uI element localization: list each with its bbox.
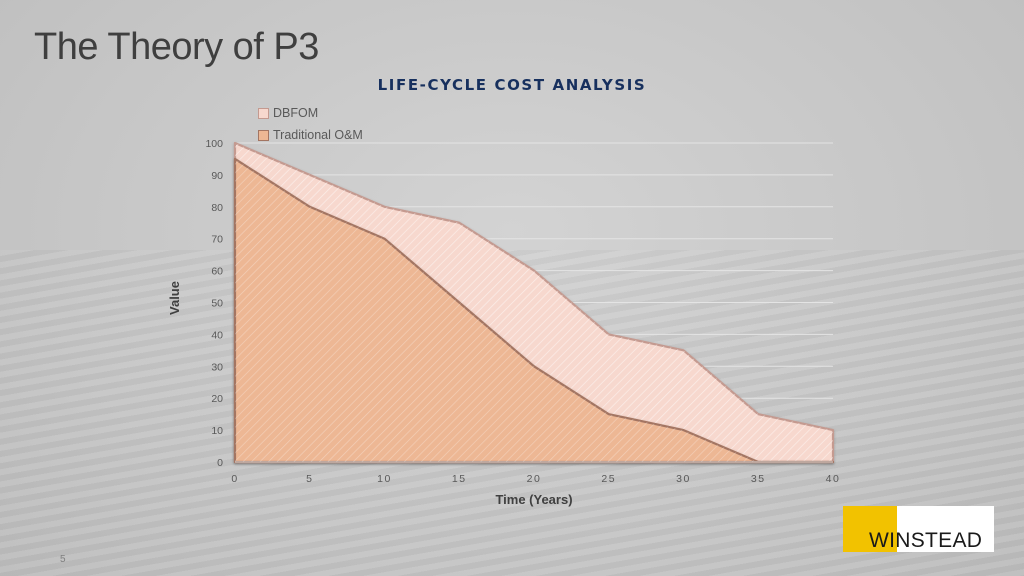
area-traditional-hatch (235, 158, 833, 462)
legend-label-dbfom: DBFOM (273, 106, 319, 120)
y-tick-label: 60 (211, 266, 223, 278)
x-tick-label: 20 (527, 473, 542, 485)
area-series (233, 141, 835, 464)
y-tick-label: 30 (211, 361, 223, 373)
axes: 0 10 20 30 40 50 60 70 80 90 100 0 5 10 15 20 25 30 35 40 (205, 138, 841, 485)
y-axis-label: Value (167, 281, 182, 315)
legend-label-traditional: Traditional O&M (273, 128, 363, 142)
y-tick-label: 100 (205, 138, 223, 150)
x-tick-label: 30 (676, 473, 691, 485)
legend-item-traditional: Traditional O&M (258, 124, 363, 146)
x-tick-label: 5 (306, 473, 313, 485)
y-tick-label: 70 (211, 234, 223, 246)
chart-title: LIFE-CYCLE COST ANALYSIS (377, 76, 647, 94)
logo-text: WINSTEAD (869, 529, 983, 552)
x-tick-label: 10 (377, 473, 392, 485)
y-tick-label: 90 (211, 170, 223, 182)
page-number: 5 (60, 554, 66, 565)
logo-white-block (897, 506, 994, 552)
y-tick-label: 0 (217, 457, 223, 469)
chart-legend: DBFOM Traditional O&M (258, 102, 363, 146)
x-tick-label: 25 (601, 473, 616, 485)
x-tick-label: 40 (826, 473, 841, 485)
legend-swatch-traditional (258, 129, 269, 141)
winstead-logo: WINSTEAD (843, 506, 994, 552)
y-tick-label: 50 (211, 298, 223, 310)
x-tick-label: 35 (751, 473, 766, 485)
y-tick-label: 40 (211, 329, 223, 341)
x-tick-label: 15 (452, 473, 467, 485)
slide-title: The Theory of P3 (34, 26, 319, 68)
logo-yellow-block (843, 506, 897, 552)
y-tick-label: 80 (211, 202, 223, 214)
y-tick-label: 10 (211, 425, 223, 437)
y-tick-label: 20 (211, 393, 223, 405)
x-axis-label: Time (Years) (495, 492, 573, 507)
x-tick-label: 0 (231, 473, 238, 485)
legend-swatch-dbfom (258, 107, 269, 119)
legend-item-dbfom: DBFOM (258, 102, 363, 124)
